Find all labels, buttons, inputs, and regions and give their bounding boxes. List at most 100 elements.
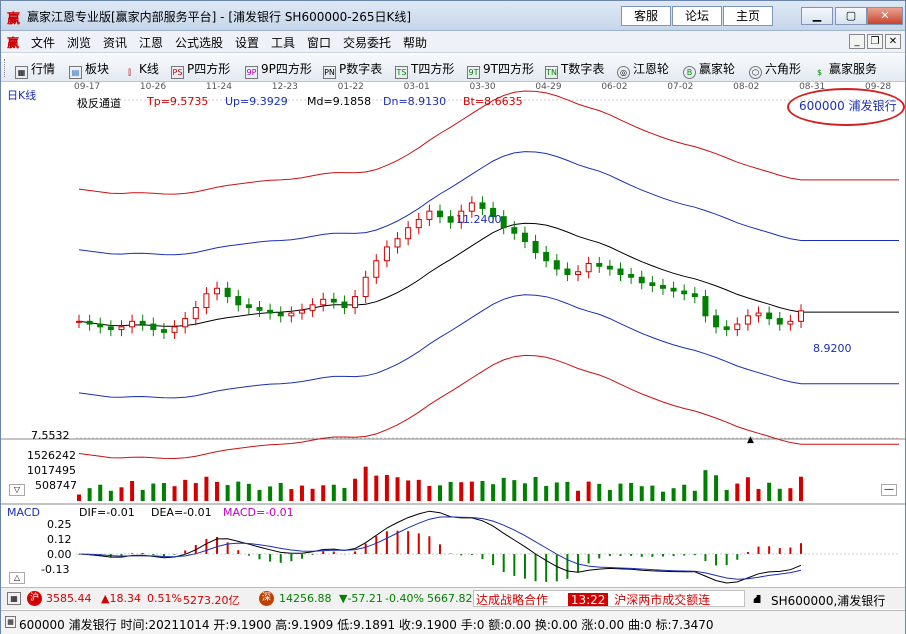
- volume-scale-top: 7.5532: [31, 429, 70, 442]
- macd-bar: [460, 554, 463, 556]
- info-grid-icon: ▦: [5, 616, 16, 628]
- wheel-icon: ◎: [617, 66, 630, 79]
- menu-settings[interactable]: 设置: [235, 36, 260, 50]
- tool-winner-wheel-button[interactable]: B 赢家轮: [683, 60, 735, 79]
- volume-bar: [130, 480, 135, 501]
- tool-p-table-button[interactable]: PN P数字表: [323, 62, 383, 79]
- macd-bar: [651, 554, 654, 557]
- macd-bar: [141, 553, 144, 554]
- date-tick-label: 11-24: [205, 82, 232, 92]
- mdi-restore-button[interactable]: ❐: [867, 34, 883, 49]
- service-button[interactable]: 客服: [621, 6, 671, 26]
- volume-bar: [161, 482, 166, 501]
- menu-browse[interactable]: 浏览: [67, 36, 92, 50]
- tool-p-square-button[interactable]: PS P四方形: [171, 62, 231, 79]
- tool-hexagon-button[interactable]: ⬡ 六角形: [749, 60, 801, 79]
- macd-bar: [598, 554, 601, 559]
- volume-scale-1: 1526242: [27, 449, 76, 462]
- volume-bar: [554, 482, 559, 501]
- macd-expand-button[interactable]: △: [9, 572, 25, 584]
- ticker-time: 13:22: [567, 593, 609, 606]
- volume-bar: [140, 489, 145, 501]
- volume-collapse-button[interactable]: —: [881, 484, 897, 496]
- macd-axis-1: 0.12: [47, 533, 72, 546]
- tool-9t-square-button[interactable]: 9T 9T四方形: [467, 62, 534, 79]
- volume-bar: [427, 485, 432, 501]
- macd-bar: [300, 554, 303, 559]
- volume-bar: [629, 482, 634, 501]
- volume-bar: [724, 489, 729, 501]
- volume-bar: [491, 484, 496, 501]
- tool-sector-button[interactable]: ▤ 板块: [69, 60, 109, 79]
- candle-body: [298, 309, 305, 314]
- maximize-button[interactable]: ▢: [835, 7, 867, 25]
- volume-bar: [512, 480, 517, 501]
- tool-t-square-button[interactable]: TS T四方形: [395, 62, 455, 79]
- menu-gann[interactable]: 江恩: [139, 36, 164, 50]
- chart-panel[interactable]: 09-17 10-26 11-24 12-23 01-22 03-01 03-30 04-29…: [1, 82, 905, 586]
- close-button[interactable]: ✕: [867, 7, 903, 25]
- grid-icon: ▦: [15, 66, 28, 79]
- volume-bar: [745, 477, 750, 501]
- home-button[interactable]: 主页: [723, 6, 773, 26]
- candle-body: [341, 301, 348, 309]
- mdi-close-button[interactable]: ✕: [885, 34, 901, 49]
- 9p-icon: 9P: [245, 66, 258, 79]
- channel-lower-line: [78, 294, 899, 399]
- menu-info[interactable]: 资讯: [103, 36, 128, 50]
- tool-9p-square-button[interactable]: 9P 9P四方形: [245, 62, 312, 79]
- sz-index-icon: 深: [259, 591, 274, 606]
- candle-body: [585, 262, 592, 273]
- tool-quote-button[interactable]: ▦ 行情: [15, 60, 55, 79]
- date-tick-label: 09-17: [74, 82, 101, 92]
- menu-window[interactable]: 窗口: [307, 36, 332, 50]
- indicator-bt: Bt=8.6635: [463, 95, 523, 108]
- volume-bar: [480, 480, 485, 501]
- menu-file[interactable]: 文件: [31, 36, 56, 50]
- menu-trade[interactable]: 交易委托: [343, 36, 392, 50]
- sh-index-pct: 0.51%: [147, 592, 182, 605]
- macd-bar: [152, 554, 155, 556]
- volume-bar: [544, 485, 549, 501]
- tool-gann-wheel-button[interactable]: ◎ 江恩轮: [617, 60, 669, 79]
- macd-bar: [162, 554, 165, 557]
- volume-expand-button[interactable]: ▽: [9, 484, 25, 496]
- menu-formula[interactable]: 公式选股: [175, 36, 224, 50]
- channel-middle-line: [78, 222, 899, 327]
- macd-bar: [120, 554, 123, 557]
- menu-help[interactable]: 帮助: [403, 36, 428, 50]
- sz-index-amount: 5667.82: [427, 592, 473, 605]
- tool-t-table-button[interactable]: TN T数字表: [545, 62, 605, 79]
- macd-bar: [439, 544, 441, 554]
- stock-icon: ⛘: [753, 592, 762, 606]
- big-icon: B: [683, 66, 696, 79]
- menu-tools[interactable]: 工具: [271, 36, 296, 50]
- macd-bar: [290, 554, 293, 562]
- volume-bar: [660, 491, 665, 501]
- grid-icon[interactable]: ▦: [7, 592, 21, 605]
- macd-bar: [693, 554, 696, 556]
- tool-service-button[interactable]: $ 赢家服务: [813, 60, 877, 80]
- minimize-button[interactable]: ▁: [801, 7, 833, 25]
- candle-body: [118, 326, 125, 331]
- macd-value: MACD=-0.01: [223, 506, 294, 519]
- mdi-minimize-button[interactable]: _: [849, 34, 865, 49]
- date-tick-label: 08-02: [733, 82, 760, 92]
- macd-bar: [279, 554, 282, 563]
- kline-chart[interactable]: [1, 83, 905, 586]
- menu-bar: 赢 文件 浏览 资讯 江恩 公式选股 设置 工具 窗口 交易委托 帮助 _ ❐ …: [1, 31, 905, 53]
- date-tick-label: 10-26: [139, 82, 167, 92]
- news-ticker[interactable]: 达成战略合作 13:22 沪深两市成交额连: [473, 590, 745, 607]
- volume-bar: [682, 484, 687, 501]
- macd-bar: [269, 554, 272, 562]
- sh-index-amount: 5273.20亿: [183, 594, 240, 607]
- candle-body: [245, 304, 252, 309]
- candle-body: [76, 320, 82, 323]
- forum-button[interactable]: 论坛: [672, 6, 722, 26]
- macd-bar: [131, 553, 134, 554]
- candle-body: [543, 251, 550, 262]
- volume-bar: [384, 475, 389, 501]
- tool-kline-button[interactable]: ⫿ K线: [123, 60, 159, 80]
- candle-body: [171, 326, 178, 333]
- macd-bar: [247, 554, 250, 556]
